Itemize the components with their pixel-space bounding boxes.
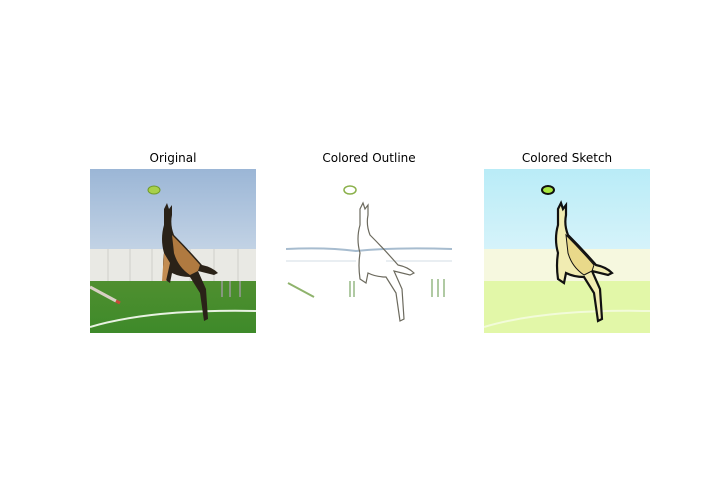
original-image [90, 169, 256, 333]
colored-sketch-image [484, 169, 650, 333]
panel-title: Colored Outline [322, 151, 416, 165]
panel-title: Colored Sketch [521, 151, 613, 165]
panel-title: Original [149, 151, 197, 165]
colored-outline-image [286, 169, 452, 333]
